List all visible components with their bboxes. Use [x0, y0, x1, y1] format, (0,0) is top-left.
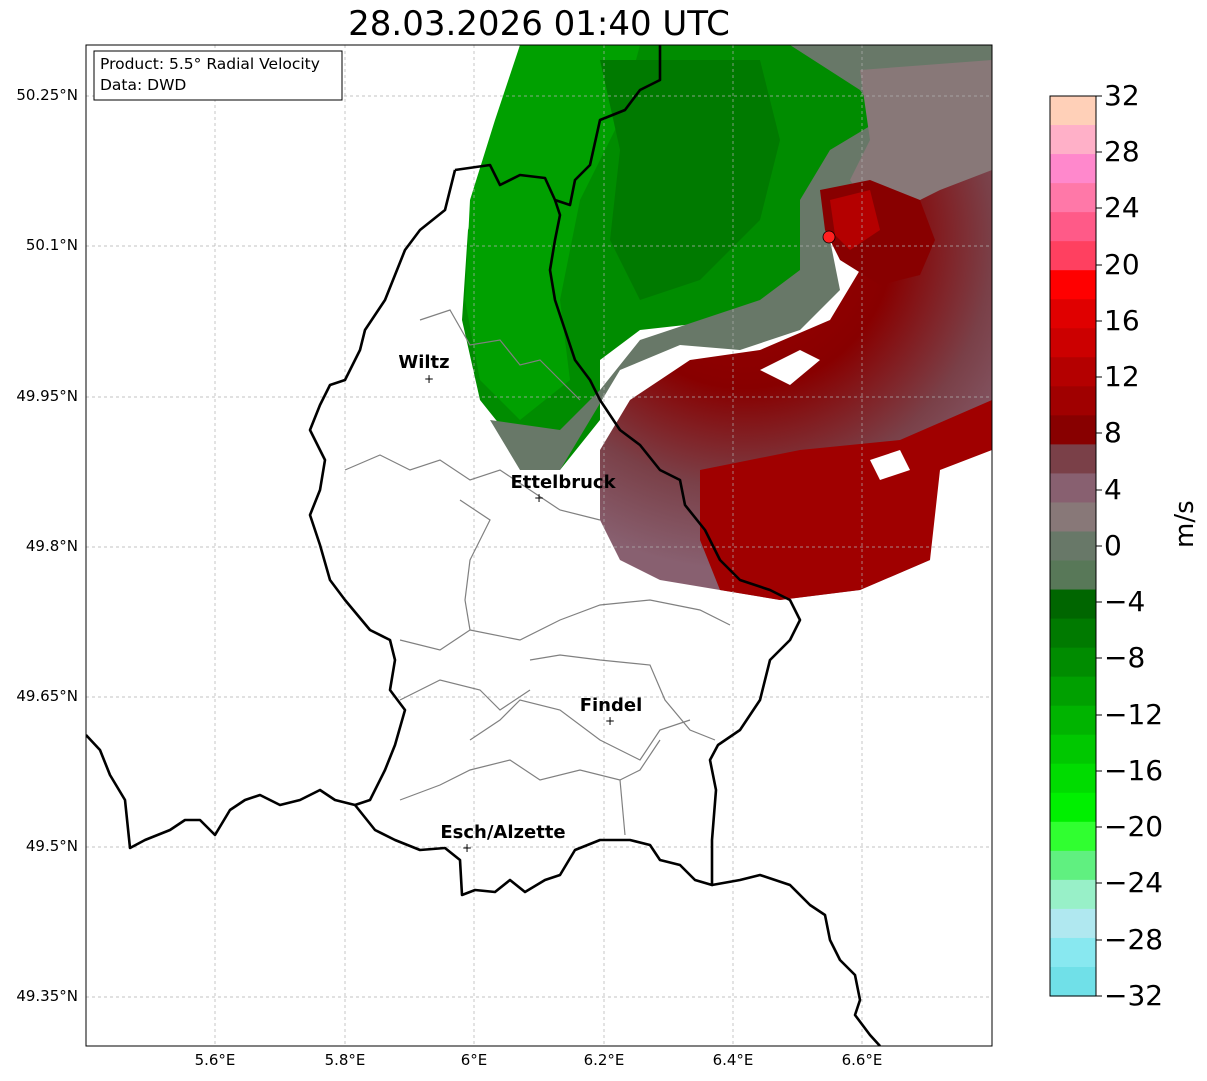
colorbar-segment [1050, 502, 1096, 533]
colorbar-tick-label: 32 [1104, 79, 1140, 112]
lat-label: 49.95°N [16, 387, 78, 405]
colorbar-border [1049, 95, 1097, 997]
colorbar-segment [1050, 792, 1096, 823]
radar-echoes [462, 45, 992, 600]
colorbar-segment [1050, 676, 1096, 707]
colorbar-segment [1050, 357, 1096, 387]
colorbar-segment [1050, 589, 1096, 620]
colorbar-tick-label: 0 [1104, 529, 1122, 562]
velocity-green-core [600, 60, 780, 300]
colorbar-segment [1050, 183, 1096, 213]
colorbar-segment [1050, 241, 1096, 271]
city-marker-icon: + [424, 372, 434, 386]
colorbar-tick-label: −28 [1104, 923, 1164, 956]
colorbar-segment [1050, 937, 1096, 968]
colorbar-tick-label: −4 [1104, 585, 1146, 618]
colorbar-segment [1050, 386, 1096, 416]
colorbar-tick-label: 28 [1104, 135, 1140, 168]
map-gridlines [86, 45, 992, 1046]
info-source: Data: DWD [100, 76, 186, 94]
colorbar-segment [1050, 705, 1096, 736]
lat-label: 50.25°N [16, 86, 78, 104]
colorbar-segment [1050, 96, 1096, 126]
lon-label: 5.8°E [324, 1051, 366, 1069]
colorbar-segment [1050, 212, 1096, 242]
info-box: Product: 5.5° Radial Velocity Data: DWD [93, 50, 343, 101]
colorbar-segment [1050, 560, 1096, 591]
colorbar-segment [1050, 966, 1096, 997]
canton-borders [344, 309, 731, 836]
lon-label: 6°E [460, 1051, 488, 1069]
colorbar-tick-label: 12 [1104, 360, 1140, 393]
colorbar-segment [1050, 531, 1096, 562]
velocity-red-strong-area [700, 400, 992, 600]
colorbar-segment [1050, 125, 1096, 155]
colorbar-segment [1050, 908, 1096, 939]
colorbar-segment [1050, 473, 1096, 504]
lat-label: 49.5°N [25, 837, 78, 855]
lon-label: 6.4°E [712, 1051, 754, 1069]
lat-label: 49.35°N [16, 987, 78, 1005]
city-label-ettelbruck: Ettelbruck [510, 472, 616, 493]
colorbar-tick-label: 4 [1104, 473, 1122, 506]
info-product: Product: 5.5° Radial Velocity [100, 55, 320, 73]
colorbar-tick-label: −32 [1104, 979, 1164, 1012]
colorbar-tick-label: −12 [1104, 698, 1164, 731]
colorbar-segment [1050, 734, 1096, 765]
colorbar-unit-label: m/s [1170, 500, 1200, 548]
map-border [85, 44, 993, 1047]
colorbar-segment [1050, 299, 1096, 329]
colorbar-tick-label: 16 [1104, 304, 1140, 337]
city-label-esch-alzette: Esch/Alzette [440, 822, 565, 843]
colorbar-segment [1050, 879, 1096, 910]
colorbar-tick-label: 8 [1104, 416, 1122, 449]
colorbar-segment [1050, 821, 1096, 852]
colorbar-tick-label: −16 [1104, 754, 1164, 787]
colorbar-segment [1050, 618, 1096, 649]
colorbar-segment [1050, 415, 1096, 445]
colorbar-tick-label: 24 [1104, 191, 1140, 224]
lon-label: 5.6°E [194, 1051, 236, 1069]
lat-label: 49.65°N [16, 687, 78, 705]
city-markers: Wiltz + Ettelbruck + Findel + Esch/Alzet… [398, 352, 642, 855]
city-marker-icon: + [605, 714, 615, 728]
data-gap [870, 450, 910, 480]
colorbar-segment [1050, 647, 1096, 678]
velocity-grey-area [850, 60, 992, 210]
colorbar-segment [1050, 444, 1096, 475]
colorbar-ticks [1096, 95, 1102, 997]
colorbar-tick-label: −8 [1104, 641, 1146, 674]
lon-label: 6.6°E [841, 1051, 883, 1069]
city-marker-icon: + [534, 491, 544, 505]
city-marker-icon: + [462, 841, 472, 855]
colorbar-segment [1050, 850, 1096, 881]
colorbar-segment [1050, 154, 1096, 184]
colorbar-segment [1050, 270, 1096, 300]
map-title: 28.03.2026 01:40 UTC [348, 4, 730, 44]
lat-label: 49.8°N [25, 537, 78, 555]
colorbar-segment [1050, 763, 1096, 794]
country-borders [86, 45, 881, 1046]
colorbar-tick-label: −24 [1104, 866, 1164, 899]
colorbar-tick-label: 20 [1104, 248, 1140, 281]
colorbar [1050, 96, 1096, 997]
lon-label: 6.2°E [583, 1051, 625, 1069]
colorbar-segment [1050, 328, 1096, 358]
data-gap [760, 350, 820, 385]
radar-site-icon [822, 230, 836, 244]
lat-label: 50.1°N [25, 236, 78, 254]
colorbar-tick-label: −20 [1104, 810, 1164, 843]
velocity-red-near-radar [830, 190, 880, 250]
city-label-wiltz: Wiltz [398, 352, 449, 373]
city-label-findel: Findel [580, 695, 643, 716]
